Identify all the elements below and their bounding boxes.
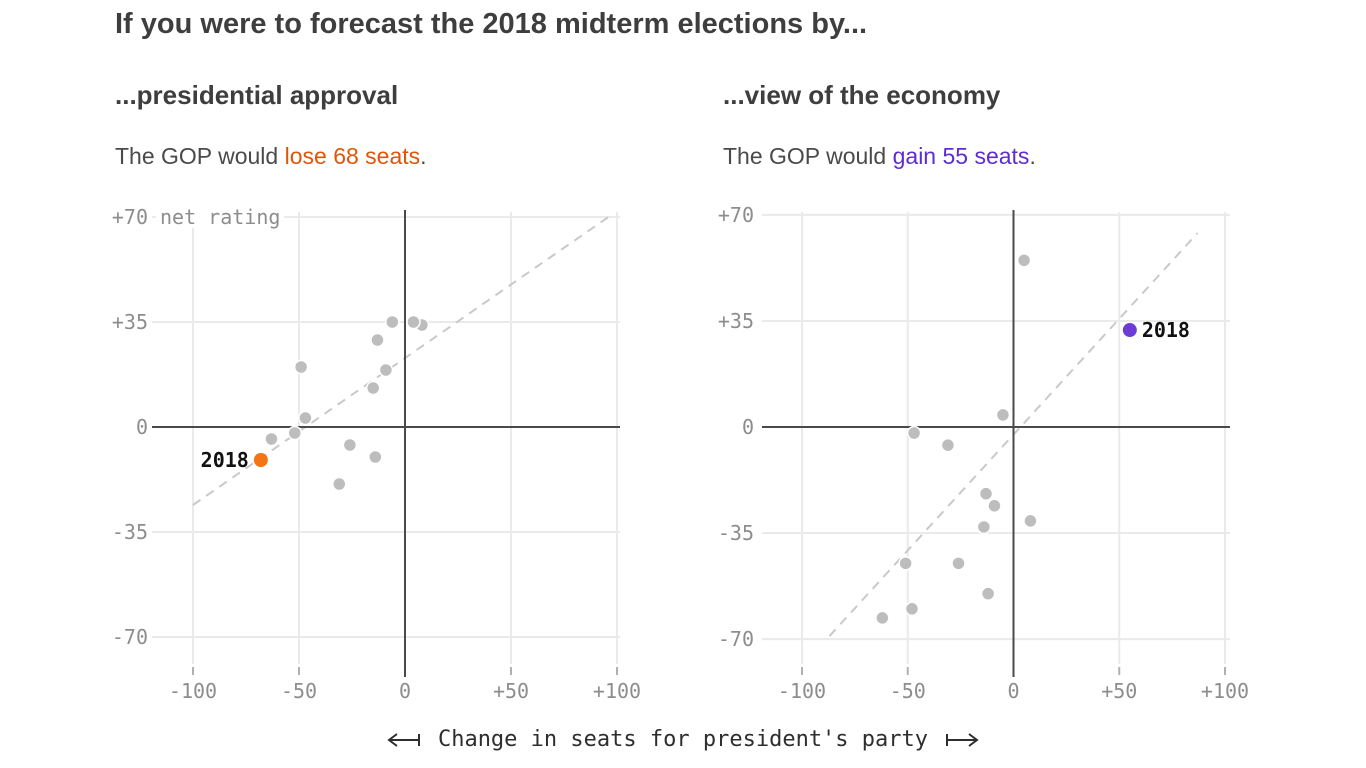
- data-point: [378, 362, 394, 378]
- svg-text:-100: -100: [169, 679, 217, 703]
- data-point: [995, 407, 1011, 423]
- data-point: [406, 314, 421, 330]
- svg-text:-70: -70: [718, 627, 754, 651]
- figure-title: If you were to forecast the 2018 midterm…: [115, 8, 868, 40]
- desc-prefix: The GOP would: [723, 143, 893, 169]
- highlight-label-2018: 2018: [201, 448, 249, 472]
- data-point: [951, 556, 966, 571]
- svg-text:0: 0: [136, 415, 148, 439]
- x-axis-label: Change in seats for president's party: [0, 727, 1366, 752]
- desc-highlight-lose-seats: lose 68 seats: [284, 143, 421, 169]
- svg-text:0: 0: [1007, 679, 1019, 703]
- svg-text:+50: +50: [493, 679, 529, 703]
- svg-text:0: 0: [742, 415, 754, 439]
- svg-text:-35: -35: [718, 521, 754, 545]
- data-point: [370, 332, 385, 348]
- x-axis-label-text: Change in seats for president's party: [437, 727, 929, 752]
- svg-text:-50: -50: [281, 679, 317, 703]
- data-point: [368, 449, 383, 465]
- right-arrow-from-bar-icon: [946, 732, 979, 747]
- data-point: [1023, 513, 1038, 529]
- desc-prefix: The GOP would: [115, 143, 285, 169]
- data-point: [906, 425, 922, 441]
- svg-text:-70: -70: [112, 625, 148, 649]
- svg-text:+35: +35: [112, 310, 148, 334]
- data-point: [298, 410, 313, 426]
- panel-desc-presidential-approval: The GOP would lose 68 seats.: [115, 143, 427, 170]
- highlight-point-2018: [253, 453, 268, 467]
- chart-panel-1: -100 -50 0 +50 +100 +70 +35 0 -35 -70 2018: [718, 203, 1249, 703]
- svg-text:0: 0: [399, 679, 411, 703]
- svg-text:-50: -50: [890, 679, 926, 703]
- svg-text:+35: +35: [718, 309, 754, 333]
- chart-panel-0: -100 -50 0 +50 +100 +70 +35 0 -35 -70 net rating 20…: [112, 205, 641, 703]
- data-point: [875, 610, 890, 626]
- data-point: [978, 486, 994, 501]
- svg-text:+100: +100: [1201, 679, 1249, 703]
- data-point: [287, 425, 303, 441]
- data-point: [365, 380, 381, 396]
- desc-period: .: [1029, 143, 1036, 169]
- data-point: [342, 437, 358, 453]
- desc-highlight-gain-seats: gain 55 seats: [892, 143, 1030, 169]
- data-point: [987, 498, 1002, 514]
- data-point: [1016, 253, 1032, 268]
- left-arrow-from-bar-icon: [387, 732, 420, 747]
- data-point: [940, 437, 956, 453]
- svg-text:net rating: net rating: [160, 205, 280, 229]
- data-point: [976, 519, 992, 535]
- desc-period: .: [420, 143, 427, 169]
- data-point: [293, 359, 309, 375]
- data-point: [898, 556, 913, 571]
- data-point: [264, 431, 279, 447]
- data-point: [980, 586, 996, 601]
- svg-text:-35: -35: [112, 520, 148, 544]
- data-point: [385, 314, 400, 330]
- svg-text:+100: +100: [593, 679, 641, 703]
- panel-title-presidential-approval: ...presidential approval: [115, 80, 399, 110]
- svg-text:+70: +70: [718, 203, 754, 227]
- svg-text:+70: +70: [112, 205, 148, 229]
- highlight-label-2018: 2018: [1142, 318, 1190, 342]
- data-point: [904, 601, 920, 617]
- highlight-point-2018: [1122, 323, 1137, 338]
- panel-desc-view-of-economy: The GOP would gain 55 seats.: [723, 143, 1036, 170]
- data-point: [332, 476, 347, 492]
- panel-title-view-of-economy: ...view of the economy: [723, 80, 1001, 110]
- svg-text:-100: -100: [778, 679, 826, 703]
- svg-text:+50: +50: [1101, 679, 1137, 703]
